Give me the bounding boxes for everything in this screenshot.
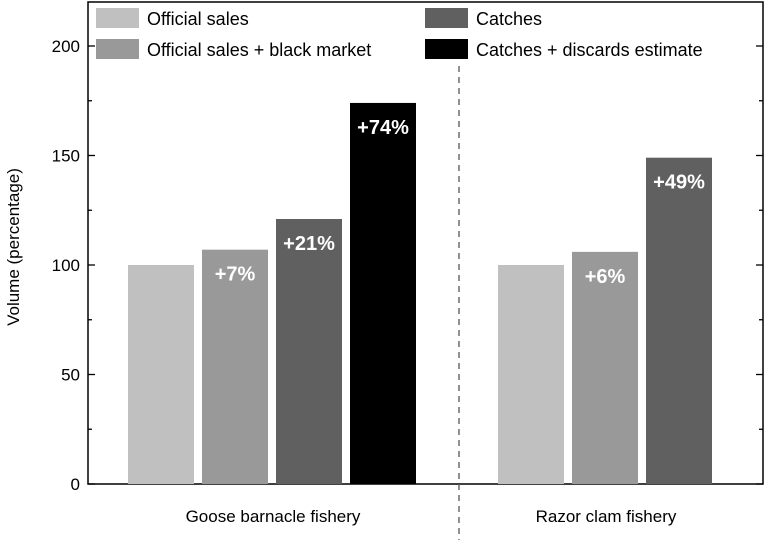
y-tick-label: 0 [71, 475, 80, 494]
category-label: Razor clam fishery [536, 507, 677, 526]
bar-data-label: +49% [653, 172, 705, 194]
bar-0-1 [202, 249, 268, 484]
bar-0-3 [350, 102, 416, 484]
legend-swatch [425, 8, 468, 28]
y-tick-label: 50 [61, 366, 80, 385]
legend-swatch [96, 8, 139, 28]
bar-data-label: +7% [215, 264, 256, 286]
bar-data-label: +74% [357, 117, 409, 139]
bar-1-2 [646, 157, 712, 484]
bar-data-label: +21% [283, 233, 335, 255]
bar-data-label: +6% [585, 266, 626, 288]
legend-swatch [425, 39, 468, 59]
category-label: Goose barnacle fishery [186, 507, 361, 526]
y-tick-label: 100 [52, 256, 80, 275]
legend-label: Official sales [147, 9, 249, 29]
bar-labels: +7% +21% +74% +6% +49% [215, 117, 705, 288]
bar-0-0 [128, 265, 194, 484]
legend-label: Official sales + black market [147, 40, 371, 60]
bar-1-0 [498, 265, 564, 484]
y-axis-title: Volume (percentage) [4, 168, 23, 326]
y-tick-label: 200 [52, 37, 80, 56]
legend-label: Catches + discards estimate [476, 40, 703, 60]
legend-label: Catches [476, 9, 542, 29]
bar-0-2 [276, 219, 342, 484]
category-labels: Goose barnacle fishery Razor clam fishery [186, 507, 677, 526]
legend: Official sales Official sales + black mar… [96, 8, 703, 60]
y-tick-label: 150 [52, 147, 80, 166]
legend-swatch [96, 39, 139, 59]
bar-1-1 [572, 251, 638, 484]
plot-frame [87, 1, 764, 485]
y-axis: 0 50 100 150 200 [52, 37, 763, 494]
bars [128, 102, 712, 484]
